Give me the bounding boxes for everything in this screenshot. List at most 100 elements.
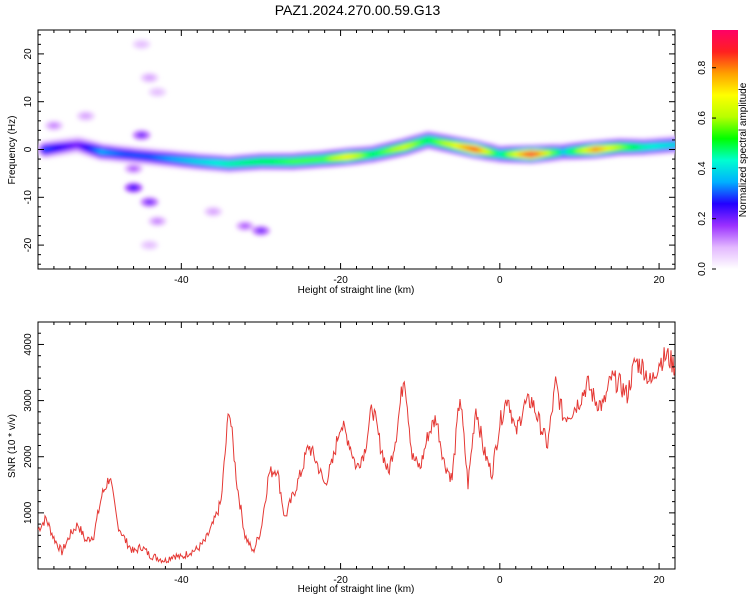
x-tick-label: 0 <box>497 275 503 286</box>
heatmap-ridge-cell <box>517 151 525 157</box>
x-tick-label: -20 <box>333 275 348 286</box>
x-tick-label: 20 <box>654 575 666 586</box>
snr-panel: -40 -20 0 20 1000 2000 3000 4000 Height of stra… <box>7 321 676 595</box>
y-tick-label: -10 <box>23 190 34 205</box>
heatmap-ridge-cell <box>283 158 291 165</box>
heatmap-blob <box>152 218 163 224</box>
heatmap-ridge-cell <box>289 158 297 165</box>
heatmap-ridge-cell <box>379 149 387 155</box>
colorbar-tick-label: 0.4 <box>697 161 708 175</box>
heatmap-ridge-cell <box>671 142 675 148</box>
colorbar-label: Normalized spectral amplitude <box>738 82 749 217</box>
heatmap-ridge-cell <box>252 159 260 165</box>
spectrogram-xlabel: Height of straight line (km) <box>298 285 415 296</box>
heatmap-ridge-cell <box>660 142 668 149</box>
colorbar-tick-label: 0.8 <box>697 60 708 74</box>
colorbar-tick-label: 0.6 <box>697 111 708 125</box>
heatmap-ridge-cell <box>496 151 504 157</box>
heatmap-ridge-cell <box>368 151 376 157</box>
heatmap-ridge-cell <box>533 151 541 157</box>
heatmap-ridge-cell <box>374 150 382 156</box>
spectrogram-ylabel: Frequency (Hz) <box>7 116 18 185</box>
snr-ylabel: SNR (10 * v/v) <box>7 414 18 478</box>
colorbar: 0.0 0.2 0.4 0.6 0.8 Normalized spectral ampl… <box>697 30 749 276</box>
heatmap-ridge-cell <box>522 151 530 157</box>
x-tick-label: -40 <box>174 275 189 286</box>
heatmap-ridge-cell <box>650 143 658 149</box>
heatmap-blob <box>144 199 155 205</box>
heatmap-blob <box>128 166 139 172</box>
heatmap-ridge-cell <box>262 158 270 165</box>
heatmap-ridge-cell <box>384 148 392 154</box>
heatmap-blob <box>80 113 91 119</box>
heatmap-ridge-cell <box>299 158 307 164</box>
spectrogram-axes: -40 -20 0 20 -20 -10 0 10 20 <box>23 30 676 286</box>
x-tick-label: 20 <box>654 275 666 286</box>
heatmap-ridge-cell <box>246 159 254 165</box>
y-tick-label: 10 <box>23 96 34 108</box>
snr-axes: -40 -20 0 20 1000 2000 3000 4000 <box>23 321 676 586</box>
snr-xlabel: Height of straight line (km) <box>298 584 415 595</box>
heatmap-ridge-cell <box>315 156 323 163</box>
heatmap-ridge-cell <box>528 151 536 157</box>
heatmap-ridge-cell <box>639 144 647 150</box>
heatmap-blob <box>136 132 147 138</box>
heatmap-ridge-cell <box>225 161 233 167</box>
colorbar-ticks: 0.0 0.2 0.4 0.6 0.8 <box>697 60 716 276</box>
heatmap-ridge-cell <box>214 160 222 166</box>
y-tick-label: 4000 <box>23 333 34 356</box>
heatmap-ridge-cell <box>570 148 578 154</box>
heatmap-ridge-cell <box>273 158 281 165</box>
heatmap-blob <box>240 223 251 229</box>
heatmap-ridge-cell <box>666 142 674 148</box>
heatmap-blob <box>128 185 139 191</box>
colorbar-tick-label: 0.2 <box>697 211 708 225</box>
x-tick-label: -20 <box>333 575 348 586</box>
heatmap-ridge-cell <box>390 146 398 153</box>
x-tick-label: -40 <box>174 575 189 586</box>
snr-series-line <box>38 347 675 564</box>
heatmap-ridge-cell <box>501 151 509 157</box>
y-tick-label: 20 <box>23 48 34 60</box>
heatmap-ridge-cell <box>236 160 244 166</box>
colorbar-tick-label: 0.0 <box>697 262 708 276</box>
chart-title: PAZ1.2024.270.00.59.G13 <box>274 2 441 18</box>
heatmap-ridge-cell <box>209 160 217 166</box>
heatmap-blob <box>144 242 155 248</box>
heatmap-ridge-cell <box>199 159 207 165</box>
heatmap-blob <box>208 209 219 215</box>
heatmap-ridge-cell <box>586 147 594 153</box>
heatmap-blob <box>255 228 266 234</box>
heatmap-ridge-cell <box>305 157 313 163</box>
heatmap-ridge-cell <box>655 143 663 149</box>
heatmap-ridge-cell <box>560 149 568 155</box>
heatmap-ridge-cell <box>241 160 249 166</box>
colorbar-gradient <box>712 30 738 269</box>
x-tick-label: 0 <box>497 575 503 586</box>
y-tick-label: 1000 <box>23 501 34 524</box>
heatmap-ridge-cell <box>278 158 286 165</box>
heatmap-blob <box>144 75 155 81</box>
heatmap-ridge-cell <box>554 149 562 155</box>
heatmap-ridge-cell <box>204 159 212 165</box>
heatmap-ridge-cell <box>294 158 302 164</box>
y-tick-label: 0 <box>23 146 34 152</box>
heatmap-ridge-cell <box>230 160 238 167</box>
heatmap-ridge-cell <box>193 158 201 165</box>
heatmap-ridge-cell <box>506 151 514 157</box>
heatmap-ridge-cell <box>395 145 403 151</box>
heatmap-ridge-cell <box>575 148 583 154</box>
y-tick-label: -20 <box>23 237 34 252</box>
heatmap-ridge-cell <box>544 150 552 156</box>
heatmap-blob <box>136 41 147 47</box>
y-tick-label: 2000 <box>23 445 34 468</box>
spectrogram-heatmap <box>38 39 675 251</box>
heatmap-ridge-cell <box>581 147 589 153</box>
heatmap-blob <box>48 123 59 129</box>
heatmap-ridge-cell <box>257 158 265 165</box>
heatmap-ridge-cell <box>310 157 318 163</box>
heatmap-ridge-cell <box>268 158 276 165</box>
heatmap-ridge-cell <box>549 150 557 156</box>
heatmap-ridge-cell <box>644 144 652 150</box>
